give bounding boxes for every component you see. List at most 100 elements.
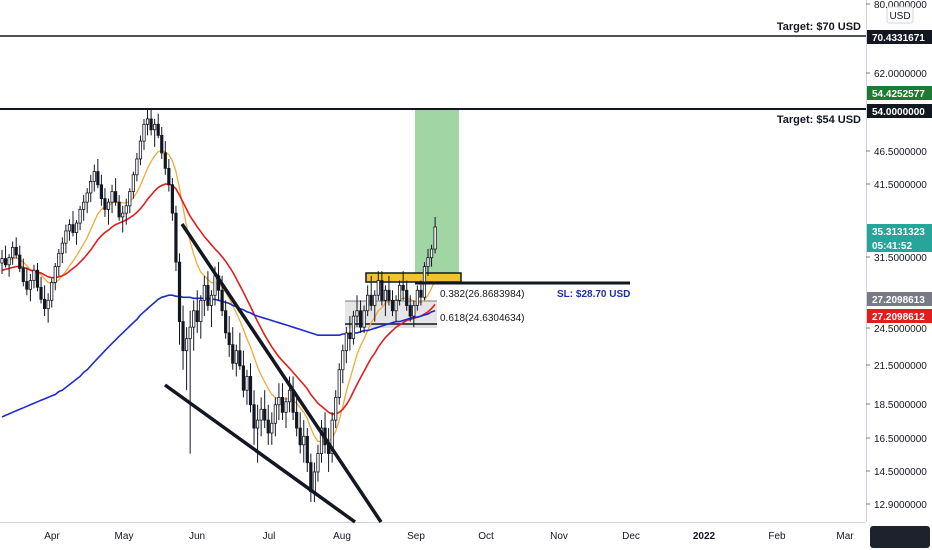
candle[interactable]: [64, 224, 68, 254]
candle[interactable]: [21, 258, 25, 287]
candle[interactable]: [390, 290, 395, 317]
price-tag[interactable]: 54.0000000: [867, 104, 932, 118]
candle[interactable]: [131, 171, 135, 199]
candle[interactable]: [85, 188, 89, 214]
price-tag[interactable]: 54.4252577: [867, 86, 932, 100]
candle[interactable]: [394, 295, 398, 322]
profit-zone[interactable]: [415, 109, 459, 276]
currency-box[interactable]: [886, 6, 914, 24]
price-tag[interactable]: 70.4331671: [867, 30, 932, 44]
candle[interactable]: [181, 305, 185, 370]
candle[interactable]: [238, 332, 242, 370]
candle[interactable]: [433, 216, 437, 254]
candle[interactable]: [263, 390, 267, 429]
candle[interactable]: [241, 350, 245, 398]
candle[interactable]: [99, 174, 103, 206]
candle[interactable]: [0, 249, 4, 274]
candle[interactable]: [344, 327, 348, 364]
candle[interactable]: [138, 135, 143, 166]
candle[interactable]: [273, 397, 277, 437]
candle[interactable]: [18, 245, 22, 273]
candle[interactable]: [46, 293, 50, 323]
candle[interactable]: [355, 295, 359, 328]
candle[interactable]: [248, 363, 253, 413]
candle[interactable]: [82, 195, 86, 221]
candle[interactable]: [334, 390, 338, 429]
candle[interactable]: [184, 327, 189, 391]
candle[interactable]: [35, 263, 40, 292]
candle[interactable]: [149, 107, 153, 136]
candle[interactable]: [174, 205, 178, 272]
candle[interactable]: [14, 237, 18, 259]
candle[interactable]: [358, 300, 363, 333]
candle[interactable]: [103, 188, 107, 217]
candle[interactable]: [206, 271, 210, 311]
candle[interactable]: [373, 290, 377, 322]
candle[interactable]: [11, 241, 15, 265]
candle[interactable]: [383, 285, 388, 317]
entry-zone[interactable]: [365, 272, 462, 283]
candle[interactable]: [252, 390, 256, 445]
candle[interactable]: [67, 219, 72, 241]
fib-zone-lower[interactable]: [345, 324, 437, 328]
candle[interactable]: [362, 305, 366, 333]
price-tag[interactable]: 27.2098613: [867, 292, 932, 306]
candle[interactable]: [380, 271, 384, 306]
candle[interactable]: [280, 383, 285, 421]
candle[interactable]: [57, 249, 61, 276]
candle[interactable]: [234, 344, 238, 377]
candle[interactable]: [202, 275, 206, 317]
candle[interactable]: [96, 158, 100, 189]
candle[interactable]: [408, 295, 412, 322]
candle[interactable]: [227, 316, 231, 357]
candle[interactable]: [405, 280, 409, 311]
candle[interactable]: [167, 158, 171, 192]
candle[interactable]: [259, 397, 263, 437]
candle[interactable]: [3, 245, 8, 268]
candle[interactable]: [156, 113, 160, 139]
candle[interactable]: [397, 280, 402, 306]
candle[interactable]: [121, 205, 125, 233]
candle[interactable]: [295, 397, 299, 437]
candle[interactable]: [106, 198, 111, 225]
candle[interactable]: [199, 295, 203, 339]
candle[interactable]: [284, 397, 288, 429]
candle[interactable]: [270, 412, 274, 445]
candle[interactable]: [224, 300, 228, 339]
candle[interactable]: [128, 188, 132, 214]
candle[interactable]: [163, 141, 167, 175]
candle[interactable]: [114, 178, 118, 206]
price-tag[interactable]: 35.3131323 05:41:52: [867, 224, 932, 252]
candle[interactable]: [43, 285, 47, 317]
candle[interactable]: [376, 271, 380, 301]
wedge-upper-trendline[interactable]: [180, 223, 383, 523]
candle[interactable]: [39, 276, 43, 304]
candle[interactable]: [170, 178, 174, 221]
candle[interactable]: [366, 285, 370, 317]
candle[interactable]: [266, 404, 270, 445]
candle[interactable]: [53, 263, 57, 291]
candle[interactable]: [110, 184, 114, 214]
candle[interactable]: [153, 118, 157, 147]
candle[interactable]: [188, 310, 192, 454]
price-tag[interactable]: 27.2098612: [867, 309, 932, 323]
candle[interactable]: [302, 420, 306, 463]
candle[interactable]: [192, 300, 196, 351]
candle[interactable]: [135, 152, 139, 182]
candle[interactable]: [195, 290, 199, 333]
candle[interactable]: [78, 205, 82, 231]
candle[interactable]: [429, 244, 434, 267]
candle[interactable]: [74, 219, 79, 245]
candle[interactable]: [28, 273, 33, 302]
candle[interactable]: [426, 249, 430, 276]
candle[interactable]: [50, 278, 54, 308]
candle[interactable]: [117, 195, 121, 221]
candle[interactable]: [209, 290, 214, 328]
candle[interactable]: [231, 327, 235, 370]
candle[interactable]: [341, 344, 345, 384]
candle[interactable]: [316, 444, 320, 482]
candle[interactable]: [177, 253, 182, 345]
candle[interactable]: [60, 237, 64, 264]
chart-logo[interactable]: [870, 526, 930, 548]
